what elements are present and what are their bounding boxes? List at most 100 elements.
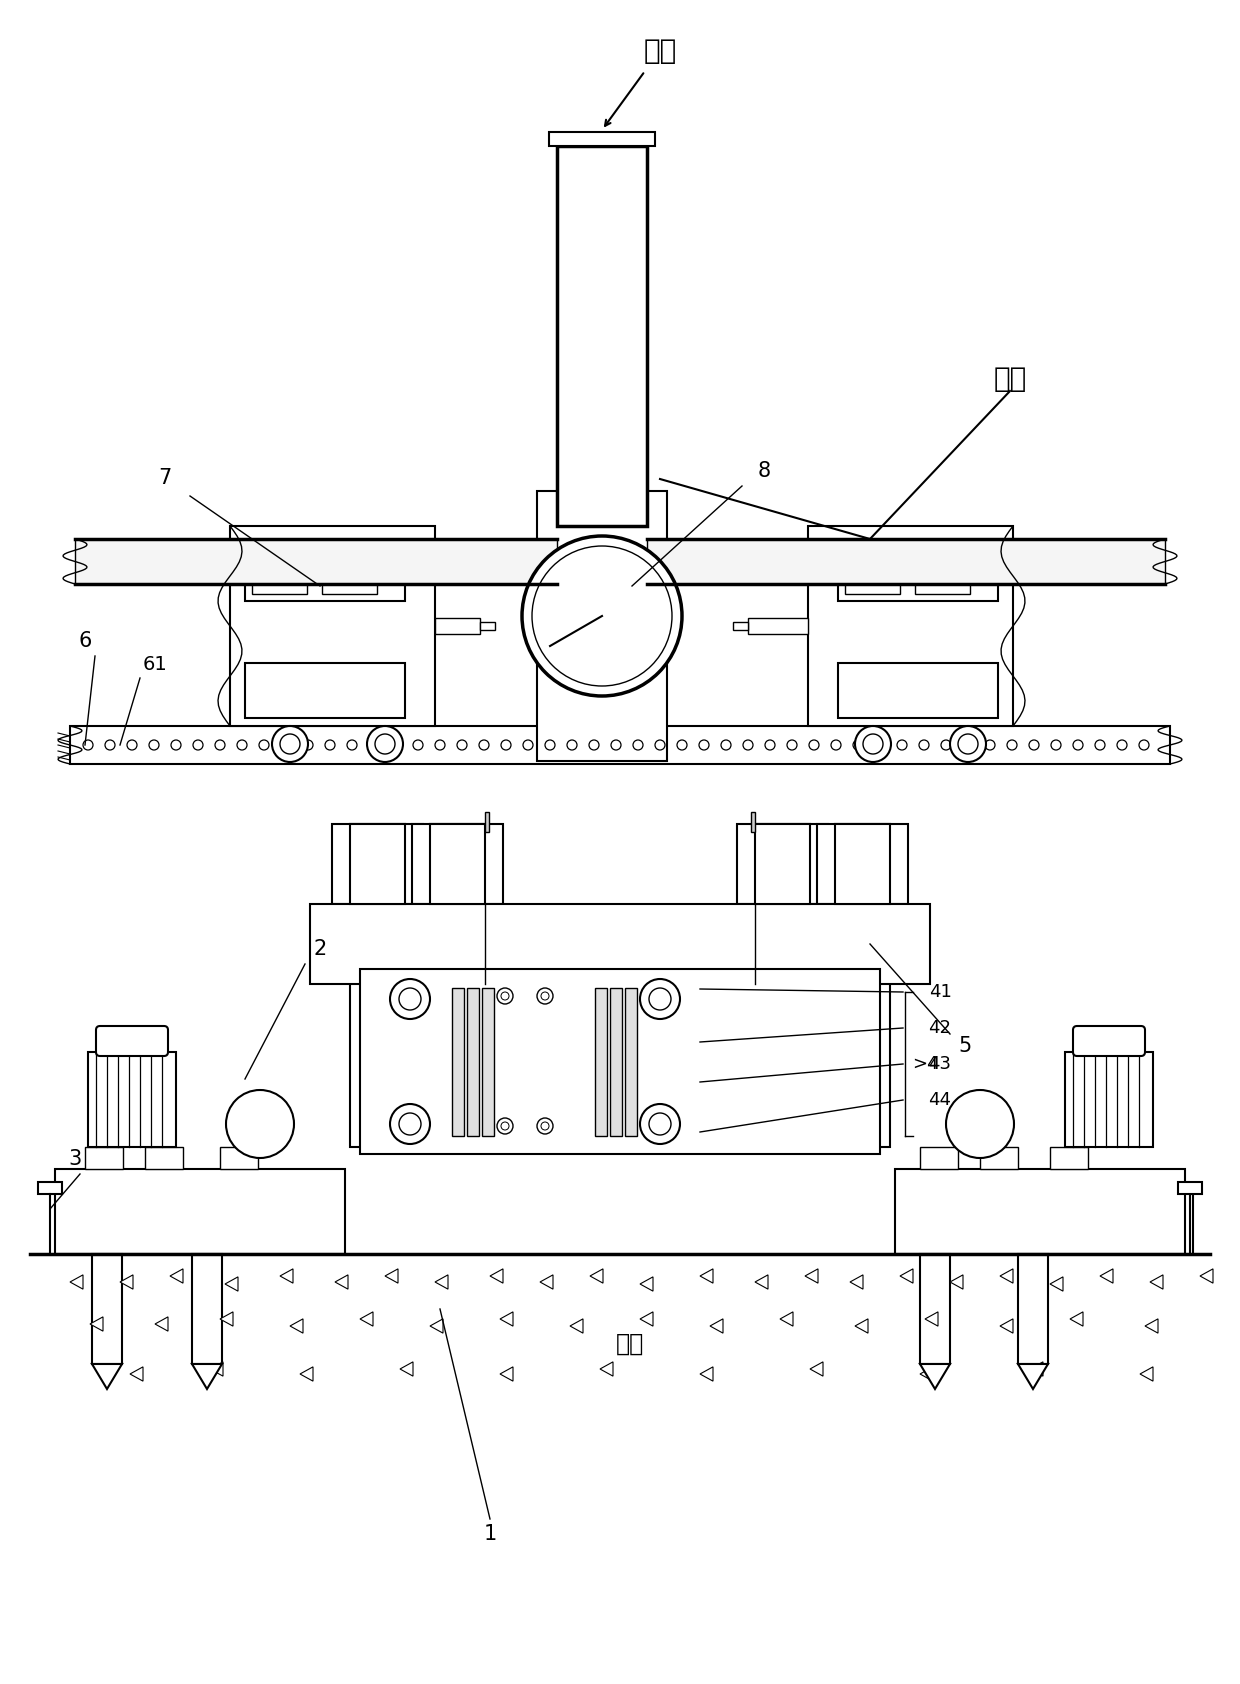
Polygon shape — [69, 1275, 83, 1290]
Polygon shape — [711, 1319, 723, 1334]
Polygon shape — [1018, 1364, 1048, 1389]
Polygon shape — [1070, 1312, 1083, 1327]
Polygon shape — [170, 1268, 184, 1283]
Polygon shape — [640, 1276, 653, 1292]
Bar — [838, 663, 998, 717]
Circle shape — [149, 739, 159, 749]
Polygon shape — [280, 1268, 293, 1283]
Bar — [844, 556, 900, 594]
Circle shape — [856, 726, 892, 761]
Polygon shape — [210, 1362, 223, 1376]
Circle shape — [374, 734, 396, 754]
FancyBboxPatch shape — [1073, 1026, 1145, 1056]
Text: 6: 6 — [78, 632, 92, 652]
Polygon shape — [430, 1319, 443, 1334]
Circle shape — [640, 1105, 680, 1143]
Polygon shape — [805, 1268, 818, 1283]
Circle shape — [497, 1118, 513, 1133]
Bar — [1190, 1194, 1193, 1255]
Circle shape — [950, 726, 986, 761]
Bar — [412, 823, 503, 904]
Bar — [55, 1169, 345, 1255]
Circle shape — [985, 739, 994, 749]
Circle shape — [458, 739, 467, 749]
Text: 41: 41 — [929, 983, 951, 1000]
Circle shape — [1073, 739, 1083, 749]
Polygon shape — [539, 1275, 553, 1290]
Bar — [435, 618, 480, 633]
Circle shape — [632, 739, 644, 749]
Circle shape — [537, 1118, 553, 1133]
Bar — [92, 1255, 122, 1364]
Bar — [350, 823, 405, 904]
Circle shape — [435, 739, 445, 749]
Text: 8: 8 — [758, 461, 770, 482]
Polygon shape — [192, 1364, 222, 1389]
Bar — [557, 147, 647, 525]
Circle shape — [280, 734, 300, 754]
Polygon shape — [224, 1276, 238, 1292]
Polygon shape — [590, 1268, 603, 1283]
Text: 3: 3 — [68, 1148, 82, 1169]
Circle shape — [677, 739, 687, 749]
Bar — [595, 989, 608, 1137]
Text: 7: 7 — [159, 468, 171, 488]
Text: 5: 5 — [959, 1036, 972, 1056]
Polygon shape — [570, 1319, 583, 1334]
Circle shape — [589, 739, 599, 749]
Bar — [322, 556, 377, 594]
Polygon shape — [999, 1319, 1013, 1334]
Bar — [920, 1147, 959, 1169]
Bar — [647, 539, 1166, 584]
Circle shape — [391, 978, 430, 1019]
Circle shape — [743, 739, 753, 749]
Circle shape — [959, 734, 978, 754]
Bar — [817, 823, 908, 904]
Polygon shape — [155, 1317, 167, 1330]
Circle shape — [1052, 739, 1061, 749]
Bar — [1018, 1255, 1048, 1364]
Circle shape — [391, 739, 401, 749]
Circle shape — [808, 739, 818, 749]
Bar — [430, 823, 485, 904]
Polygon shape — [290, 1319, 303, 1334]
Circle shape — [611, 739, 621, 749]
Polygon shape — [120, 1275, 133, 1290]
Circle shape — [537, 989, 553, 1004]
Circle shape — [863, 734, 883, 754]
Circle shape — [546, 739, 556, 749]
Bar — [751, 812, 755, 832]
Circle shape — [193, 739, 203, 749]
Circle shape — [640, 978, 680, 1019]
Circle shape — [649, 989, 671, 1010]
Polygon shape — [1149, 1275, 1163, 1290]
Bar — [610, 989, 622, 1137]
Circle shape — [501, 1122, 508, 1130]
Bar — [332, 823, 423, 904]
Circle shape — [272, 726, 308, 761]
Circle shape — [347, 739, 357, 749]
Bar — [350, 823, 405, 1147]
Text: 地面: 地面 — [616, 1332, 644, 1356]
Circle shape — [875, 739, 885, 749]
Text: 42: 42 — [929, 1019, 951, 1037]
Bar — [192, 1255, 222, 1364]
Circle shape — [853, 739, 863, 749]
Bar — [808, 525, 1013, 726]
Bar — [360, 968, 880, 1154]
Circle shape — [523, 739, 533, 749]
Circle shape — [370, 739, 379, 749]
Circle shape — [501, 992, 508, 1000]
Bar — [537, 492, 667, 761]
Bar — [755, 823, 810, 904]
Circle shape — [105, 739, 115, 749]
Circle shape — [946, 1090, 1014, 1159]
Polygon shape — [950, 1275, 963, 1290]
Bar — [480, 621, 495, 630]
Polygon shape — [900, 1268, 913, 1283]
Circle shape — [325, 739, 335, 749]
Bar — [1065, 1052, 1153, 1147]
Circle shape — [171, 739, 181, 749]
Circle shape — [1007, 739, 1017, 749]
Polygon shape — [1145, 1319, 1158, 1334]
